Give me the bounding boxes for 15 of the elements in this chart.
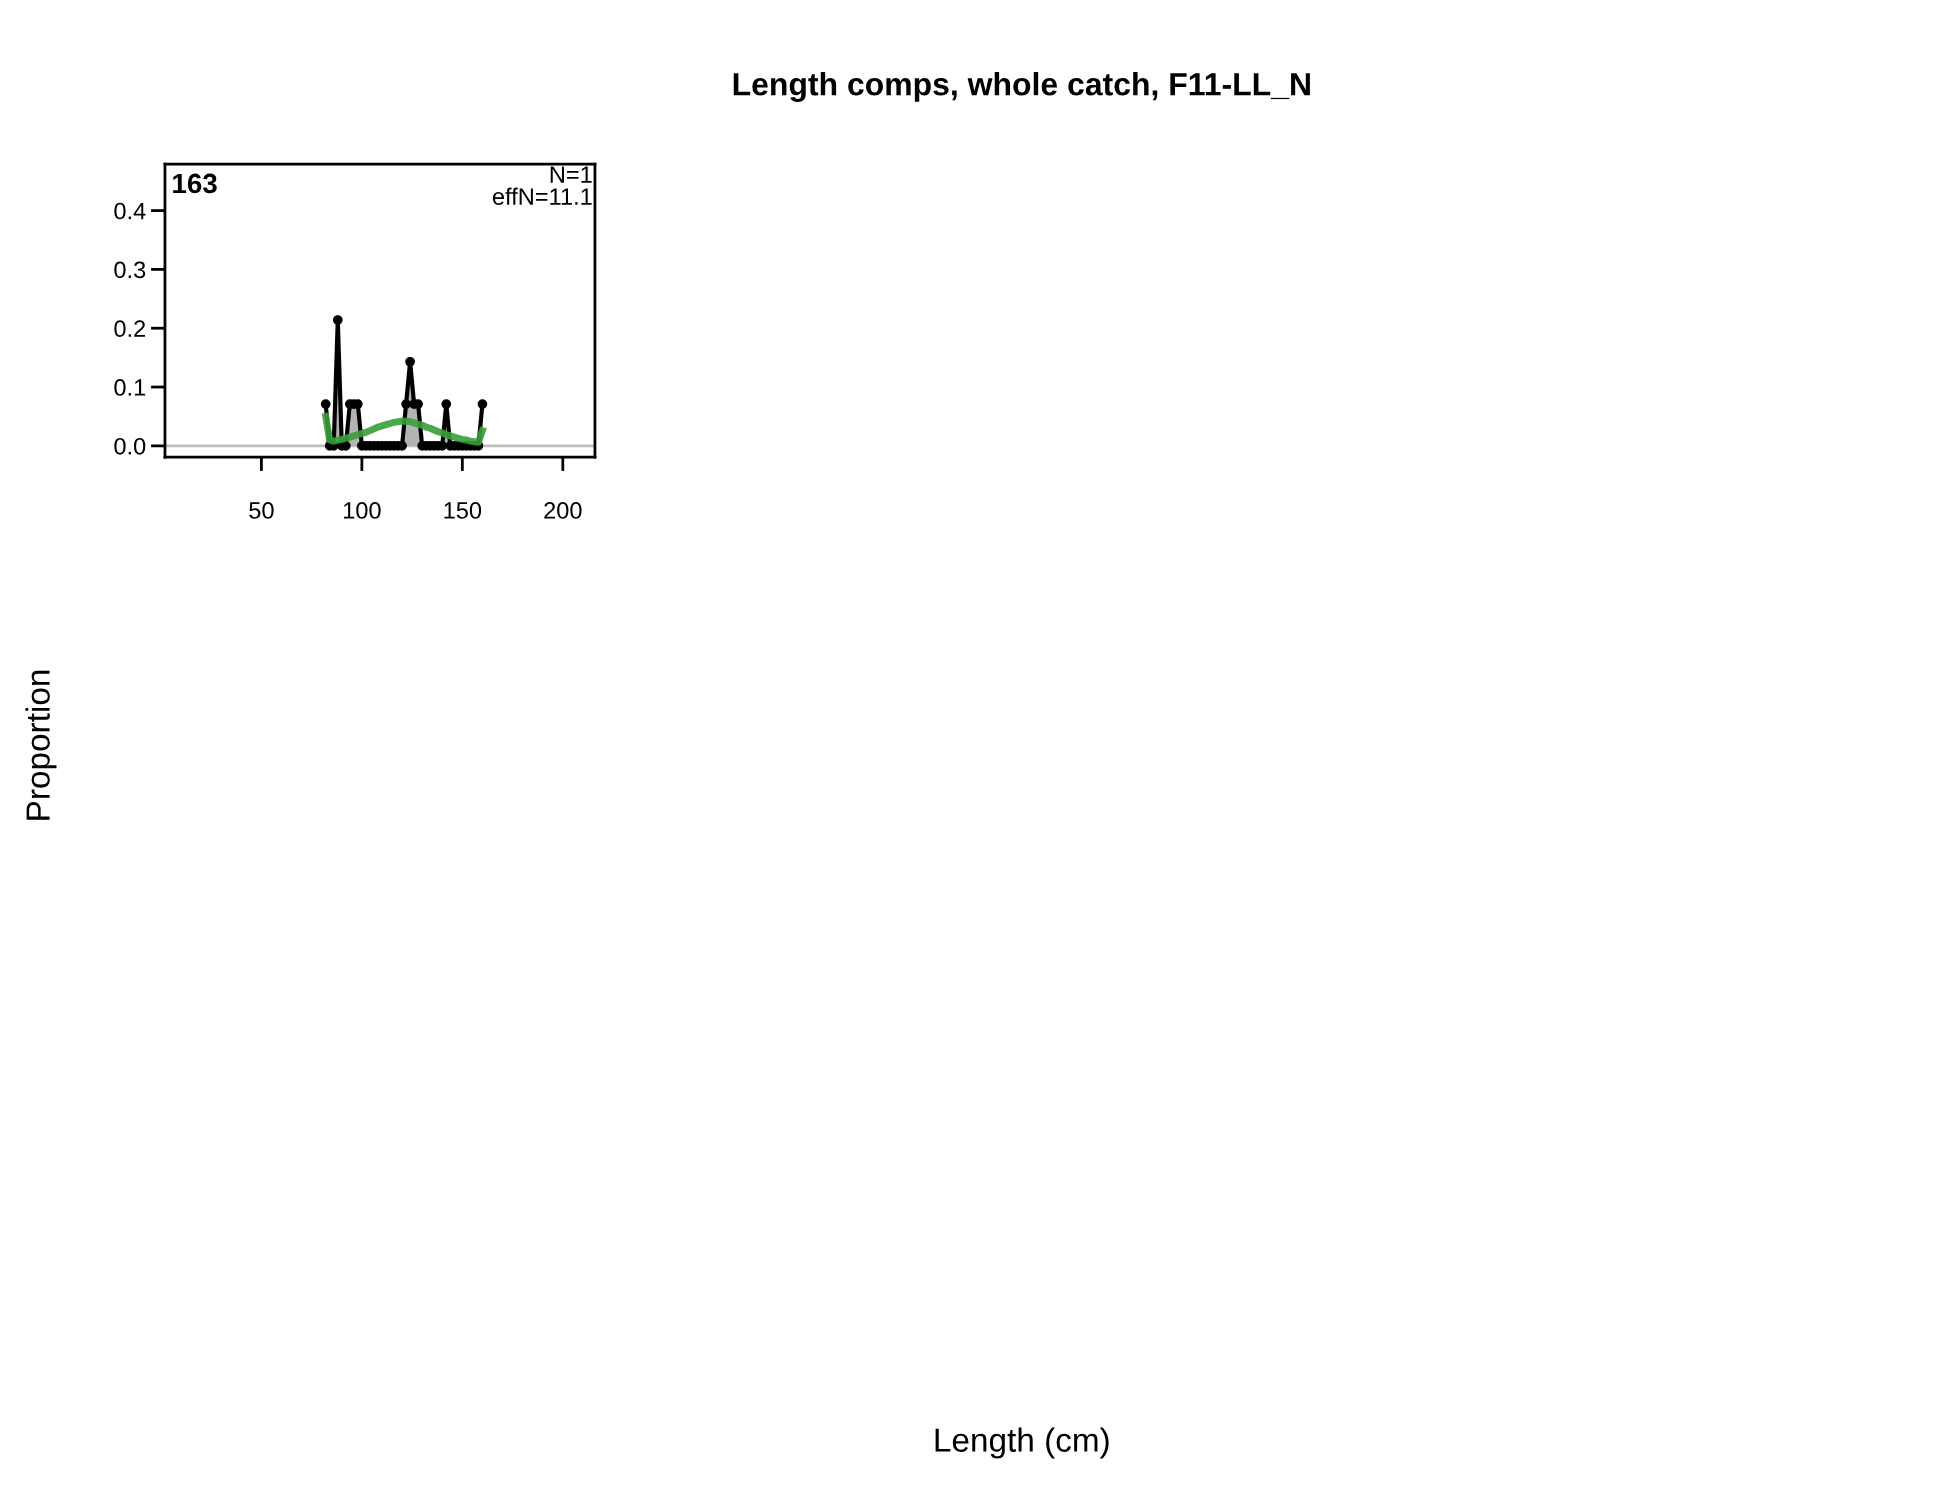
- text: Length (cm): [935, 1427, 1109, 1459]
- x-tick-label: 100: [343, 502, 381, 519]
- annotation: N=1: [550, 166, 592, 183]
- x-tick-label: 200: [544, 502, 582, 519]
- x-tick-label: 150: [444, 502, 482, 519]
- y-tick-label: 0.4: [114, 202, 146, 220]
- text: Length comps, whole catch, F11-LL_N: [733, 72, 1310, 102]
- y-tick-label: 0.2: [114, 320, 146, 338]
- x-tick-label: 50: [249, 502, 274, 519]
- annotation: effN=11.1: [492, 187, 592, 205]
- y-tick-label: 0.1: [114, 379, 146, 396]
- y-axis-title: Proportion: [25, 670, 57, 820]
- annotation: 163: [173, 173, 217, 194]
- y-tick-label: 0.0: [114, 437, 146, 455]
- y-tick-label: 0.3: [114, 261, 146, 279]
